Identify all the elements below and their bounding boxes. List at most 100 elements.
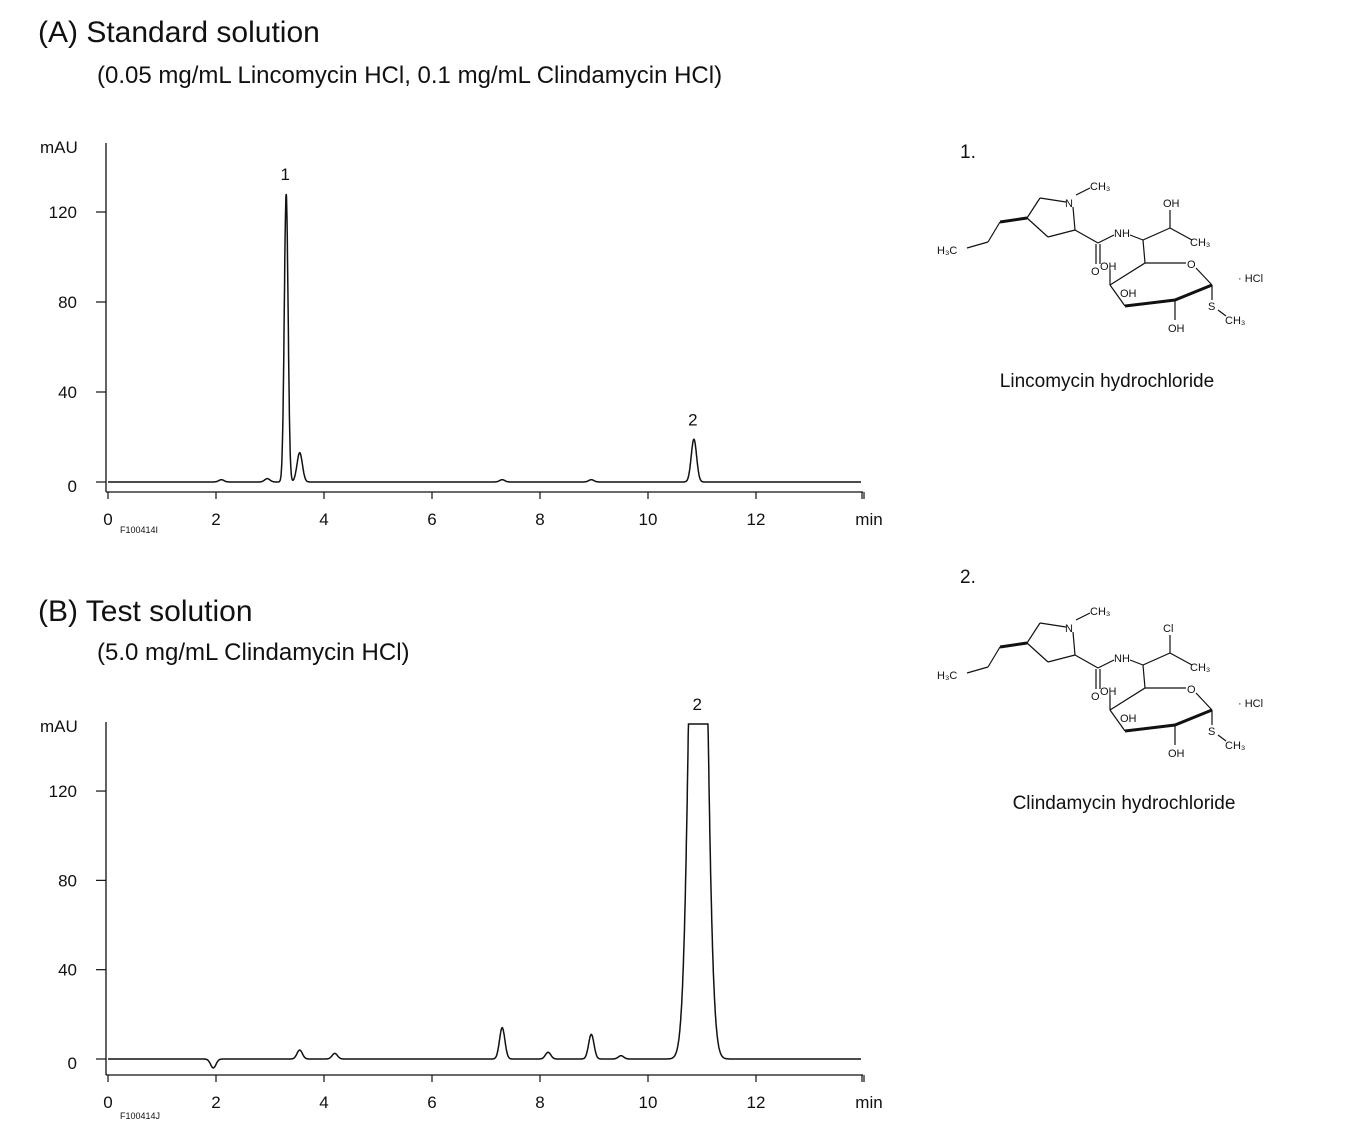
bond: [1142, 239, 1146, 264]
structure-number: 1.: [960, 142, 976, 163]
chart-b-subtitle: (5.0 mg/mL Clindamycin HCl): [97, 639, 410, 666]
label-nh: NH: [1114, 228, 1130, 240]
label-s: S: [1208, 726, 1215, 738]
label-n: N: [1065, 623, 1073, 635]
label-side-group: Cl: [1163, 623, 1173, 635]
bond: [987, 221, 1001, 243]
chart-b: mAU 0 40 80 120 0 2 4 6 8 10 12 min F100414J 2: [40, 695, 883, 1121]
y-tick-label: 80: [58, 293, 77, 312]
bond: [1195, 692, 1213, 711]
x-tick-label: 10: [639, 510, 658, 529]
x-tick-label: 2: [211, 510, 220, 529]
x-tick-label: 4: [319, 510, 328, 529]
peak-label: 2: [688, 410, 697, 429]
bond: [1097, 659, 1115, 669]
bond: [1026, 197, 1041, 219]
bond: [1026, 217, 1049, 238]
bond: [1142, 664, 1146, 689]
x-tick-label: 0: [103, 1093, 112, 1112]
label-nh: NH: [1114, 653, 1130, 665]
bond: [1169, 227, 1193, 241]
bond: [1047, 654, 1076, 663]
x-tick-label: 12: [747, 510, 766, 529]
bond: [1109, 262, 1146, 286]
bond: [1075, 187, 1091, 196]
x-tick-label: 10: [639, 1093, 658, 1112]
bond: [1039, 197, 1067, 203]
y-tick-label: 40: [58, 383, 77, 402]
structure-number: 2.: [960, 567, 976, 588]
y-axis-label: mAU: [40, 717, 78, 736]
bond: [966, 241, 989, 249]
bond: [1124, 708, 1213, 733]
label-ch3: CH₃: [1190, 662, 1210, 674]
chromatogram-trace: [108, 723, 861, 1069]
x-axis-label: min: [855, 510, 882, 529]
label-h3c: H₃C: [937, 245, 957, 257]
label-oh: OH: [1120, 713, 1137, 725]
x-tick-label: 2: [211, 1093, 220, 1112]
bond: [1039, 622, 1067, 628]
y-tick-label: 80: [58, 871, 77, 890]
bond: [1109, 284, 1126, 307]
structure-2-name: Clindamycin hydrochloride: [1013, 793, 1236, 814]
bond: [1169, 652, 1193, 666]
structure-clindamycin: 2. H₃C N CH₃ NH O Cl CH₃ O S CH₃ OH OH OH · HCl: [937, 567, 1263, 760]
label-ch3: CH₃: [1090, 181, 1110, 193]
bond: [1074, 229, 1099, 244]
x-tick-label: 8: [535, 510, 544, 529]
bond: [1026, 642, 1049, 663]
label-o: O: [1091, 266, 1100, 278]
label-oh: OH: [1100, 261, 1117, 273]
label-oh: OH: [1120, 288, 1137, 300]
bond: [1217, 734, 1227, 742]
figure-code: F100414I: [120, 525, 158, 535]
x-tick-label: 12: [747, 1093, 766, 1112]
label-ch3: CH₃: [1225, 315, 1245, 327]
y-tick-label: 120: [49, 203, 77, 222]
chart-a-title: (A) Standard solution: [38, 16, 320, 49]
y-axis-label: mAU: [40, 138, 78, 157]
bond: [1129, 659, 1144, 666]
bond: [1047, 229, 1076, 238]
x-tick-label: 8: [535, 1093, 544, 1112]
chart-a-subtitle: (0.05 mg/mL Lincomycin HCl, 0.1 mg/mL Cl…: [97, 62, 722, 89]
bond: [1109, 709, 1126, 732]
y-tick-label: 120: [49, 782, 77, 801]
peak-label: 2: [692, 695, 701, 714]
bond: [1075, 612, 1091, 621]
x-tick-label: 0: [103, 510, 112, 529]
label-ch3: CH₃: [1225, 740, 1245, 752]
y-tick-label: 0: [68, 477, 77, 496]
label-oh: OH: [1168, 748, 1185, 760]
label-s: S: [1208, 301, 1215, 313]
x-axis-label: min: [855, 1093, 882, 1112]
x-tick-label: 6: [427, 1093, 436, 1112]
y-tick-label: 40: [58, 961, 77, 980]
bond: [1074, 654, 1099, 669]
bond: [999, 641, 1028, 649]
bond: [1072, 206, 1076, 231]
figure-code: F100414J: [120, 1111, 160, 1121]
chart-b-title: (B) Test solution: [38, 595, 253, 628]
y-tick-label: 0: [68, 1054, 77, 1073]
bond: [1142, 652, 1171, 666]
label-hcl: · HCl: [1238, 273, 1263, 285]
bond: [1195, 267, 1213, 286]
label-h3c: H₃C: [937, 670, 957, 682]
label-ring-o: O: [1187, 684, 1196, 696]
label-ring-o: O: [1187, 259, 1196, 271]
label-o: O: [1091, 691, 1100, 703]
bond: [987, 646, 1001, 668]
bond: [1217, 309, 1227, 317]
bond: [1124, 283, 1213, 308]
bond: [1097, 234, 1115, 244]
bond: [1129, 234, 1144, 241]
bond: [1109, 687, 1146, 711]
label-ch3: CH₃: [1090, 606, 1110, 618]
bond: [1072, 631, 1076, 656]
